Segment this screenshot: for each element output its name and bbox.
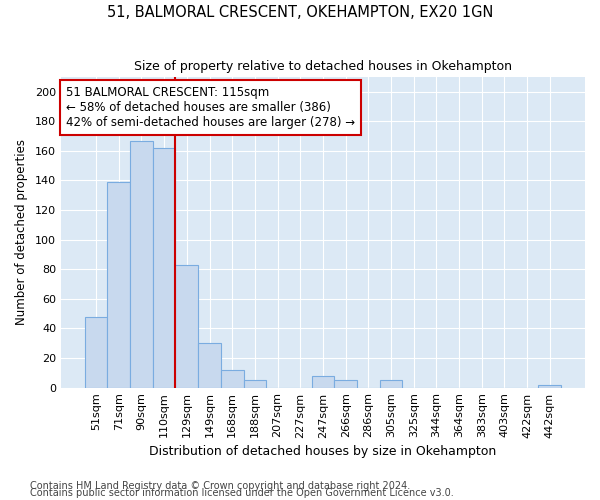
Bar — [311, 376, 334, 388]
Text: 51, BALMORAL CRESCENT, OKEHAMPTON, EX20 1GN: 51, BALMORAL CRESCENT, OKEHAMPTON, EX20 … — [107, 5, 493, 20]
Bar — [538, 384, 561, 388]
Title: Size of property relative to detached houses in Okehampton: Size of property relative to detached ho… — [134, 60, 512, 73]
Bar — [244, 380, 266, 388]
X-axis label: Distribution of detached houses by size in Okehampton: Distribution of detached houses by size … — [149, 444, 497, 458]
Bar — [175, 265, 198, 388]
Bar — [85, 316, 107, 388]
Bar — [221, 370, 244, 388]
Bar — [153, 148, 175, 388]
Y-axis label: Number of detached properties: Number of detached properties — [15, 140, 28, 326]
Bar — [334, 380, 357, 388]
Bar — [198, 343, 221, 388]
Bar — [130, 140, 153, 388]
Bar — [107, 182, 130, 388]
Text: Contains public sector information licensed under the Open Government Licence v3: Contains public sector information licen… — [30, 488, 454, 498]
Text: Contains HM Land Registry data © Crown copyright and database right 2024.: Contains HM Land Registry data © Crown c… — [30, 481, 410, 491]
Text: 51 BALMORAL CRESCENT: 115sqm
← 58% of detached houses are smaller (386)
42% of s: 51 BALMORAL CRESCENT: 115sqm ← 58% of de… — [66, 86, 355, 130]
Bar — [380, 380, 403, 388]
